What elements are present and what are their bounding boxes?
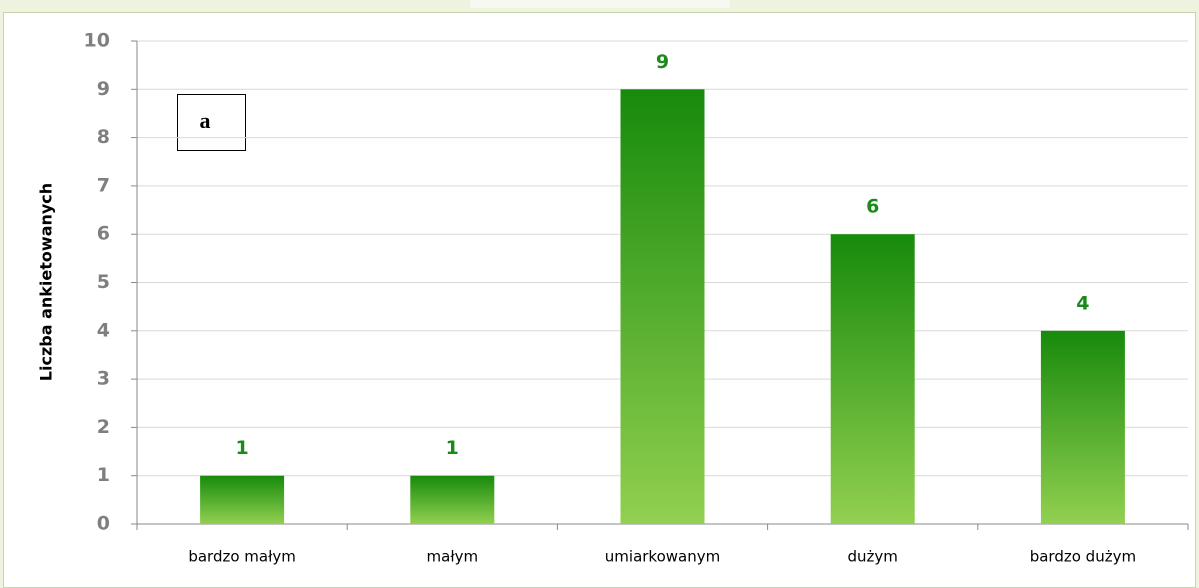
y-tick-label: 0 (97, 513, 110, 535)
data-label: 1 (446, 437, 459, 459)
data-label: 9 (656, 51, 669, 73)
bar (620, 89, 705, 525)
y-tick-label: 6 (97, 223, 110, 245)
y-tick-label: 9 (97, 78, 110, 100)
y-tick-label: 1 (97, 464, 110, 486)
data-label: 4 (1076, 292, 1089, 314)
x-tick-label: małym (427, 548, 479, 566)
annotation: a (200, 108, 211, 133)
x-tick-label: bardzo małym (188, 548, 296, 566)
y-tick-label: 10 (84, 30, 110, 52)
bar (410, 475, 495, 524)
y-tick-label: 2 (97, 416, 110, 438)
bar (830, 234, 915, 524)
y-tick-label: 7 (97, 174, 110, 196)
y-tick-label: 3 (97, 368, 110, 390)
x-tick-label: umiarkowanym (605, 548, 720, 566)
top-tab (470, 0, 730, 8)
y-tick-label: 4 (97, 319, 110, 341)
bar (200, 475, 285, 524)
annotation-box (177, 94, 246, 151)
y-tick-label: 8 (97, 126, 110, 148)
y-axis-label: Liczba ankietowanych (37, 183, 56, 381)
y-tick-label: 5 (97, 271, 110, 293)
x-tick-label: dużym (848, 548, 898, 566)
data-label: 1 (235, 437, 248, 459)
x-tick-label: bardzo dużym (1030, 548, 1136, 566)
data-label: 6 (866, 196, 879, 218)
bar (1040, 330, 1125, 524)
